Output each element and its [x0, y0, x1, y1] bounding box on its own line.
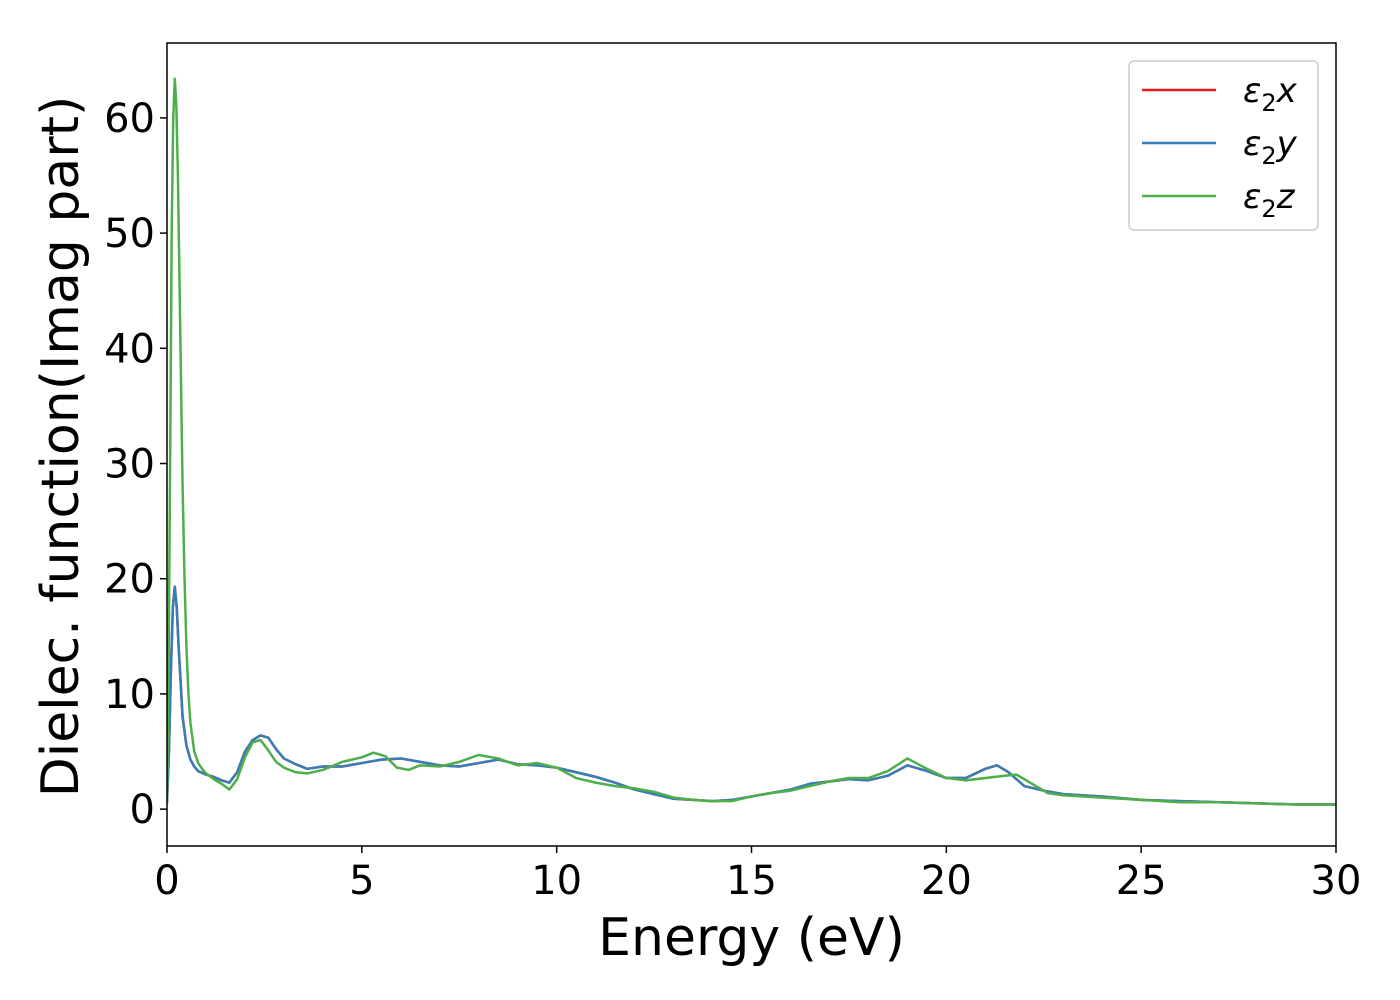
x-tick-label: 20 [921, 858, 972, 904]
x-tick-label: 30 [1311, 858, 1362, 904]
y-tick-label: 10 [104, 672, 155, 718]
series-line-z [167, 77, 1336, 806]
legend-label-base: ε [1243, 177, 1261, 217]
legend-label-subscript: 2 [1261, 89, 1276, 117]
x-tick-label: 0 [154, 858, 179, 904]
legend-label-x: ε2x [1243, 71, 1298, 117]
legend-label-variable: z [1276, 177, 1296, 217]
legend-label-subscript: 2 [1261, 142, 1276, 170]
legend-label-subscript: 2 [1261, 195, 1276, 223]
y-axis-ticks: 0 10 20 30 40 50 60 [104, 96, 167, 833]
legend-label-variable: y [1276, 124, 1298, 164]
legend-label-y: ε2y [1243, 124, 1298, 170]
y-axis-label: Dielec. function(Imag part) [31, 96, 91, 798]
x-axis-ticks: 0 5 10 15 20 25 30 [154, 846, 1361, 904]
y-tick-label: 60 [104, 96, 155, 142]
legend-label-base: ε [1243, 124, 1261, 164]
y-tick-label: 50 [104, 211, 155, 257]
y-tick-label: 40 [104, 326, 155, 372]
y-tick-label: 20 [104, 557, 155, 603]
y-tick-label: 30 [104, 442, 155, 488]
x-tick-label: 5 [349, 858, 374, 904]
x-tick-label: 25 [1116, 858, 1167, 904]
y-tick-label: 0 [130, 787, 155, 833]
series-layer [167, 77, 1336, 806]
x-tick-label: 15 [726, 858, 777, 904]
legend-label-variable: x [1276, 71, 1298, 111]
legend-label-z: ε2z [1243, 177, 1296, 223]
legend-label-base: ε [1243, 71, 1261, 111]
legend-box [1128, 60, 1319, 231]
x-tick-label: 10 [531, 858, 582, 904]
x-axis-label: Energy (eV) [598, 908, 905, 968]
